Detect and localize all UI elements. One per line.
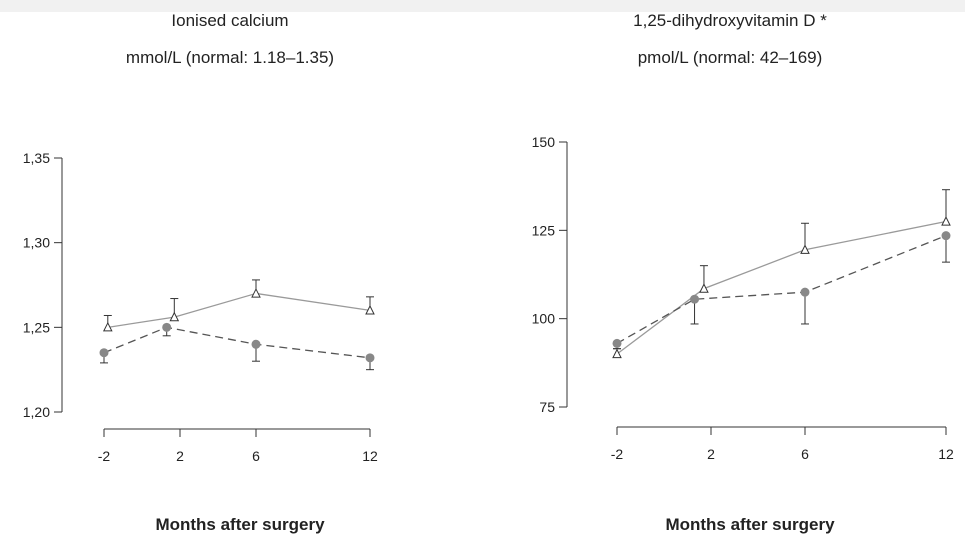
y-tick-label: 1,35 [23,150,50,166]
chart-2-plot: 75 100 125 150 -2 2 6 12 [532,134,954,462]
data-point [800,244,810,254]
x-tick-label: 6 [801,446,809,462]
x-tick-label: 12 [938,446,954,462]
chart-1-title: Ionised calcium [171,11,289,30]
data-point [699,283,709,293]
data-point [612,348,622,359]
data-point [169,311,180,322]
data-point [941,215,951,226]
data-point [365,304,375,315]
chart-1-subtitle: mmol/L (normal: 1.18–1.35) [125,48,335,67]
x-tick-label: -2 [98,448,111,464]
y-tick-label: 100 [532,311,556,327]
data-point [162,322,172,332]
y-tick-label: 150 [532,134,556,150]
x-tick-label: 6 [252,448,260,464]
x-tick-label: -2 [611,446,624,462]
data-point [941,231,951,241]
chart-2-xlabel: Months after surgery [665,515,835,534]
chart-1-series-1 [102,279,375,332]
chart-2-series-1 [612,189,951,359]
data-point [690,294,700,304]
series-line [107,292,371,328]
data-point [251,339,261,349]
series-line [616,235,947,344]
chart-2-title: 1,25-dihydroxyvitamin D * [633,11,827,30]
data-point [800,287,810,297]
data-point [251,287,261,298]
x-tick-label: 12 [362,448,378,464]
y-tick-label: 75 [539,399,555,415]
y-tick-label: 1,30 [23,235,50,251]
data-point [99,348,109,358]
y-tick-label: 1,20 [23,404,50,420]
chart-1-plot: 1,20 1,25 1,30 1,35 -2 2 6 12 [23,150,378,464]
series-line [103,326,371,359]
x-tick-label: 2 [176,448,184,464]
chart-2-series-2 [612,231,951,350]
top-band [0,0,965,12]
data-point [365,353,375,363]
data-point [102,321,113,332]
y-tick-label: 125 [532,222,556,238]
x-tick-label: 2 [707,446,715,462]
series-line [616,220,947,355]
y-tick-label: 1,25 [23,319,50,335]
chart-2-subtitle: pmol/L (normal: 42–169) [637,48,823,67]
chart-1-xlabel: Months after surgery [155,515,325,534]
data-point [612,338,622,348]
chart-1-series-2 [99,322,375,371]
